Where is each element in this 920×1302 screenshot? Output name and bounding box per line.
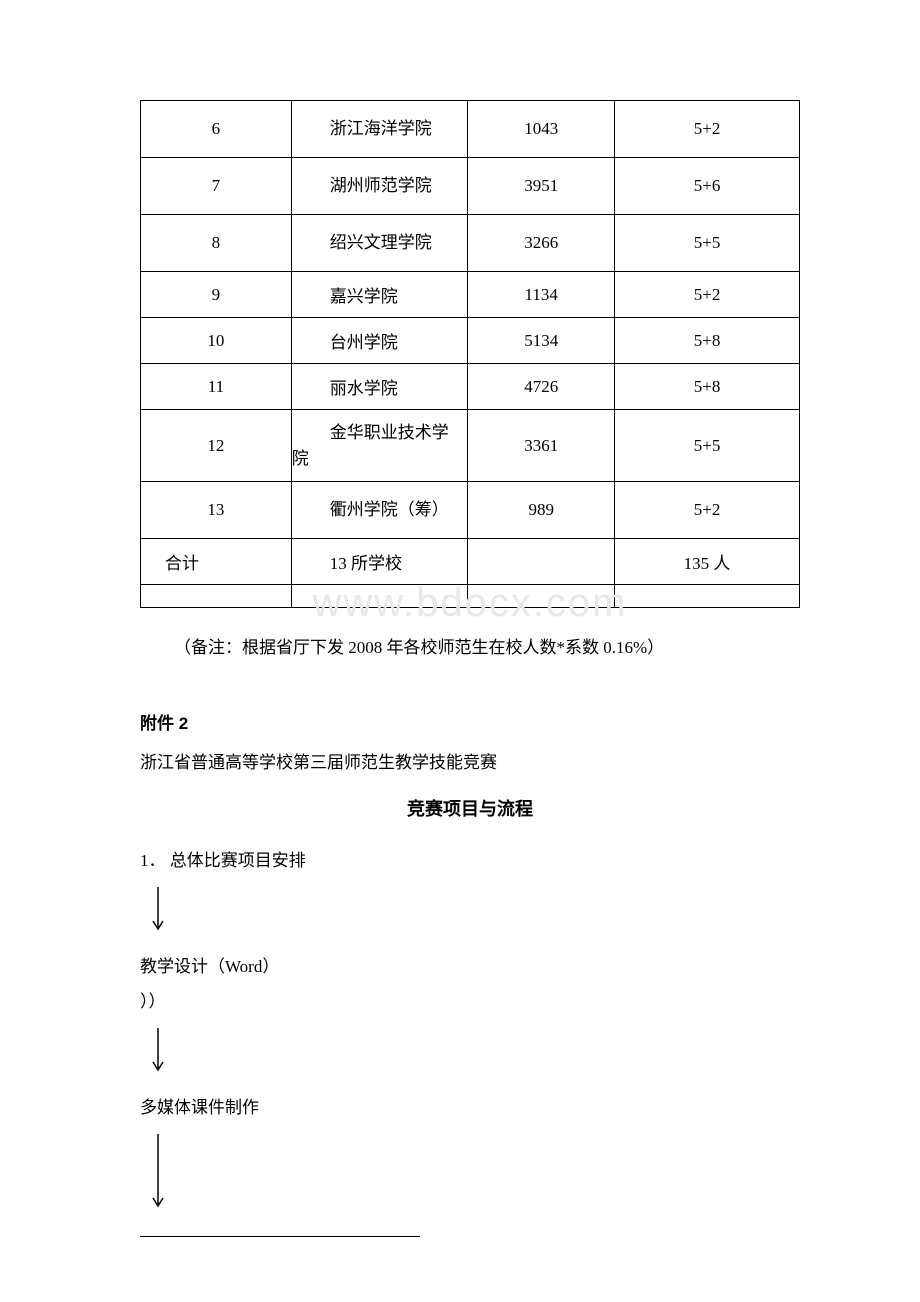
cell-quota: 5+2 bbox=[615, 482, 800, 539]
allocation-table: 6浙江海洋学院10435+27湖州师范学院39515+68绍兴文理学院32665… bbox=[140, 100, 800, 608]
flow-step-2: 多媒体课件制作 bbox=[140, 1090, 800, 1126]
cell-school: 衢州学院（筹） bbox=[291, 482, 468, 539]
cell-number: 989 bbox=[468, 482, 615, 539]
cell-quota: 5+5 bbox=[615, 410, 800, 482]
table-row: 13衢州学院（筹）9895+2 bbox=[141, 482, 800, 539]
cell-school: 湖州师范学院 bbox=[291, 158, 468, 215]
document-subtitle: 浙江省普通高等学校第三届师范生教学技能竞赛 bbox=[140, 745, 800, 781]
cell-school: 嘉兴学院 bbox=[291, 272, 468, 318]
table-note: （备注：根据省厅下发 2008 年各校师范生在校人数*系数 0.16%） bbox=[140, 630, 800, 666]
cell-number: 3266 bbox=[468, 215, 615, 272]
cell-number: 5134 bbox=[468, 318, 615, 364]
cell-number: 4726 bbox=[468, 364, 615, 410]
cell-quota: 5+8 bbox=[615, 364, 800, 410]
table-row-total: 合计13 所学校 135 人 bbox=[141, 539, 800, 585]
arrow-down-icon bbox=[152, 1132, 172, 1212]
cell-blank bbox=[141, 585, 292, 608]
cell-school: 浙江海洋学院 bbox=[291, 101, 468, 158]
table-row-blank bbox=[141, 585, 800, 608]
cell-school: 丽水学院 bbox=[291, 364, 468, 410]
cell-blank bbox=[468, 585, 615, 608]
cell-total-label: 合计 bbox=[141, 539, 292, 585]
cell-quota: 5+5 bbox=[615, 215, 800, 272]
cell-index: 6 bbox=[141, 101, 292, 158]
cell-quota: 5+6 bbox=[615, 158, 800, 215]
cell-quota: 5+2 bbox=[615, 272, 800, 318]
cell-index: 13 bbox=[141, 482, 292, 539]
horizontal-rule bbox=[140, 1236, 420, 1237]
cell-index: 7 bbox=[141, 158, 292, 215]
cell-index: 12 bbox=[141, 410, 292, 482]
table-row: 6浙江海洋学院10435+2 bbox=[141, 101, 800, 158]
table-row: 12金华职业技术学院33615+5 bbox=[141, 410, 800, 482]
arrow-down-icon bbox=[152, 885, 172, 935]
cell-blank bbox=[615, 585, 800, 608]
table-row: 9嘉兴学院11345+2 bbox=[141, 272, 800, 318]
table-row: 7湖州师范学院39515+6 bbox=[141, 158, 800, 215]
section-title: 竞赛项目与流程 bbox=[140, 791, 800, 829]
cell-number: 3951 bbox=[468, 158, 615, 215]
flow-step-1b: ）） bbox=[140, 984, 800, 1020]
cell-index: 11 bbox=[141, 364, 292, 410]
cell-index: 9 bbox=[141, 272, 292, 318]
attachment-label: 附件 2 bbox=[140, 706, 800, 742]
cell-school: 台州学院 bbox=[291, 318, 468, 364]
cell-index: 8 bbox=[141, 215, 292, 272]
cell-total-number bbox=[468, 539, 615, 585]
cell-index: 10 bbox=[141, 318, 292, 364]
table-row: 11丽水学院47265+8 bbox=[141, 364, 800, 410]
cell-quota: 5+2 bbox=[615, 101, 800, 158]
list-item-1: 1． 总体比赛项目安排 bbox=[140, 843, 800, 879]
table-row: 8绍兴文理学院32665+5 bbox=[141, 215, 800, 272]
cell-blank bbox=[291, 585, 468, 608]
arrow-down-icon bbox=[152, 1026, 172, 1076]
cell-number: 1134 bbox=[468, 272, 615, 318]
cell-school: 绍兴文理学院 bbox=[291, 215, 468, 272]
flow-step-1: 教学设计（Word） bbox=[140, 949, 800, 985]
cell-quota: 5+8 bbox=[615, 318, 800, 364]
cell-total-school: 13 所学校 bbox=[291, 539, 468, 585]
table-row: 10台州学院51345+8 bbox=[141, 318, 800, 364]
cell-total-quota: 135 人 bbox=[615, 539, 800, 585]
cell-school: 金华职业技术学院 bbox=[291, 410, 468, 482]
cell-number: 3361 bbox=[468, 410, 615, 482]
cell-number: 1043 bbox=[468, 101, 615, 158]
